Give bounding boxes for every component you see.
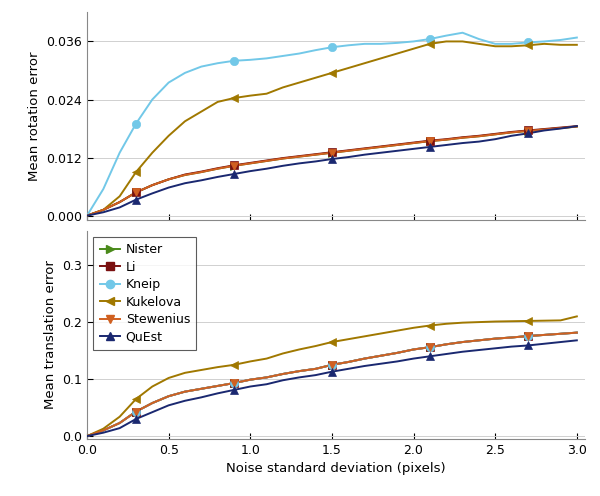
Y-axis label: Mean translation error: Mean translation error	[44, 260, 56, 409]
X-axis label: Noise standard deviation (pixels): Noise standard deviation (pixels)	[226, 462, 446, 475]
Legend: Nister, Li, Kneip, Kukelova, Stewenius, QuEst: Nister, Li, Kneip, Kukelova, Stewenius, …	[93, 237, 196, 350]
Y-axis label: Mean rotation error: Mean rotation error	[28, 52, 41, 181]
